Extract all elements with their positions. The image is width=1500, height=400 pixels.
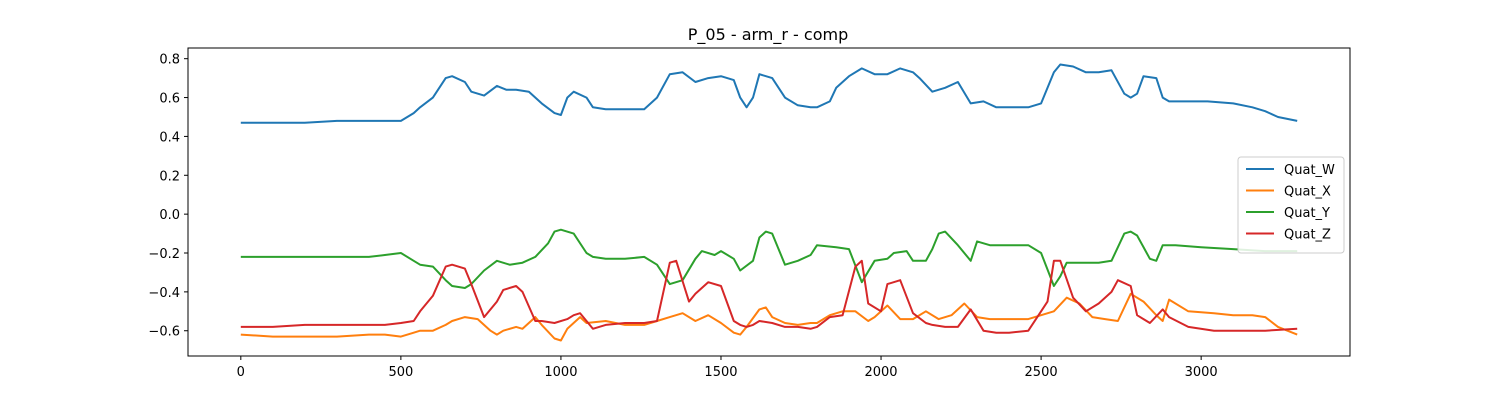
series-line-quat-x [240,292,1298,342]
plot-frame [187,47,1351,357]
x-tick-label: 2000 [864,365,897,380]
x-tick-label: 0 [237,365,245,380]
x-tick-label: 500 [388,365,413,380]
series-layer [240,63,1298,342]
chart-title: P_05 - arm_r - comp [688,25,849,45]
y-tick-label: 0.8 [159,53,180,68]
x-tick-label: 2500 [1025,365,1058,380]
x-tick-label: 3000 [1185,365,1218,380]
legend-label: Quat_Z [1284,228,1331,243]
x-tick-label: 1000 [544,365,577,380]
series-line-quat-z [240,259,1298,334]
y-tick-label: −0.6 [148,325,180,340]
legend: Quat_W Quat_X Quat_Y Quat_Z [1237,156,1345,254]
y-tick-label: −0.4 [148,286,180,301]
y-tick-label: 0.0 [159,208,180,223]
legend-box [1237,156,1345,254]
legend-label: Quat_X [1284,185,1331,200]
series-line-quat-y [240,228,1298,289]
y-tick-label: −0.2 [148,247,180,262]
y-tick-label: 0.6 [159,92,180,107]
x-tick-label: 1500 [704,365,737,380]
legend-label: Quat_W [1284,163,1335,178]
axes-layer: 0 500 1000 1500 2000 2500 3000 0.8 0.6 0.4 0.2 0.0 −… [148,53,1217,380]
y-tick-label: 0.2 [159,169,180,184]
y-tick-label: 0.4 [159,130,180,145]
series-line-quat-w [240,63,1298,124]
legend-label: Quat_Y [1284,206,1330,221]
